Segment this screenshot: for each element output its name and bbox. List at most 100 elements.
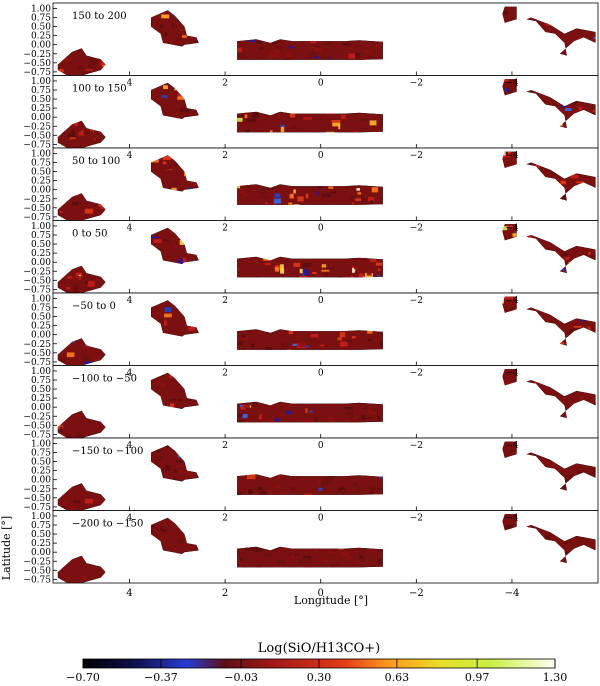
y-tick-label: −0.50 (23, 566, 51, 576)
ratio-pixel (343, 547, 349, 550)
panel-6: −100 to −50 1.000.750.500.250.00−0.25−0.5… (23, 365, 599, 440)
ratio-pixel (353, 481, 358, 487)
ratio-pixel (86, 136, 89, 141)
y-tick-label: 0.25 (31, 177, 51, 187)
ratio-pixel (289, 112, 296, 118)
ratio-pixel (70, 423, 74, 426)
ratio-pixel (253, 340, 256, 345)
ratio-pixel (376, 487, 383, 492)
ratio-pixel (259, 47, 264, 50)
x-tick-label: −4 (505, 296, 519, 306)
ratio-pixel (240, 475, 247, 482)
ratio-pixel (309, 548, 316, 551)
x-tick-label: 4 (127, 79, 133, 89)
y-tick-label: −0.25 (23, 557, 51, 567)
ratio-pixel (159, 396, 165, 403)
ratio-pixel (305, 193, 309, 199)
y-tick-label: −0.75 (23, 430, 51, 440)
ratio-pixel (370, 490, 373, 495)
ratio-pixel (376, 274, 380, 277)
y-tick-label: 1.00 (31, 439, 51, 449)
ratio-pixel (364, 49, 371, 53)
ratio-pixel (370, 200, 373, 205)
ratio-pixel (357, 270, 360, 273)
ratio-pixel (338, 124, 341, 130)
ratio-pixel (352, 336, 356, 339)
ratio-pixel (174, 237, 179, 239)
ratio-pixel (177, 464, 185, 468)
ratio-pixel (278, 492, 283, 497)
ratio-pixel (78, 130, 84, 136)
ratio-pixel (259, 491, 268, 495)
ratio-pixel (70, 506, 75, 510)
ratio-pixel (195, 39, 198, 42)
ratio-pixel (505, 87, 509, 92)
ratio-pixel (279, 124, 285, 127)
ratio-pixel (178, 469, 184, 474)
ratio-pixel (277, 560, 286, 565)
ratio-pixel (509, 306, 515, 312)
ratio-pixel (297, 127, 304, 131)
ratio-pixel (370, 259, 377, 263)
ratio-pixel (161, 14, 170, 19)
y-tick-label: 0.00 (31, 476, 51, 486)
ratio-pixel (240, 335, 248, 341)
ratio-pixel (310, 487, 317, 491)
ratio-pixel (74, 286, 78, 292)
ratio-pixel (264, 262, 271, 266)
ratio-pixel (242, 346, 245, 351)
ratio-pixel (93, 499, 99, 503)
y-tick-label: 0.50 (31, 168, 51, 178)
y-tick-label: −0.25 (23, 195, 51, 205)
ratio-pixel (363, 547, 366, 551)
ratio-pixel (356, 547, 361, 550)
colorbar-tick-label: −0.37 (144, 671, 178, 684)
ratio-pixel (570, 174, 579, 179)
y-tick-label: −0.75 (23, 358, 51, 368)
ratio-pixel (578, 106, 582, 110)
x-tick-label: 4 (127, 514, 133, 524)
ratio-pixel (354, 416, 357, 419)
x-tick-label: −2 (410, 224, 423, 234)
y-tick-label: 0.50 (31, 385, 51, 395)
ratio-pixel (293, 189, 296, 195)
ratio-pixel (261, 195, 268, 198)
panel-label: 0 to 50 (72, 229, 107, 240)
ratio-pixel (288, 330, 293, 335)
ratio-pixel (289, 193, 295, 199)
ratio-pixel (588, 467, 596, 471)
ratio-pixel (565, 257, 570, 260)
ratio-pixel (307, 52, 316, 58)
ratio-pixel (252, 339, 255, 343)
panel-group: 150 to 2001.000.750.500.250.00−0.25−0.50… (23, 2, 599, 599)
ratio-pixel (506, 441, 513, 443)
y-tick-label: 0.50 (31, 23, 51, 33)
panel-label: −150 to −100 (72, 446, 143, 457)
ratio-pixel (328, 55, 331, 59)
ratio-pixel (316, 479, 322, 485)
y-tick-label: 0.00 (31, 113, 51, 123)
ratio-pixel (171, 23, 175, 29)
y-tick-label: 0.50 (31, 95, 51, 105)
ratio-pixel (304, 269, 309, 275)
x-tick-label: −4 (505, 369, 519, 379)
ratio-pixel (259, 414, 263, 420)
ratio-pixel (503, 381, 511, 386)
y-tick-label: 0.25 (31, 104, 51, 114)
ratio-pixel (300, 113, 305, 116)
x-tick-label: −4 (505, 441, 519, 451)
ratio-pixel (510, 449, 514, 452)
ratio-pixel (577, 469, 584, 475)
ratio-pixel (77, 63, 82, 65)
ratio-pixel (280, 126, 285, 133)
ratio-pixel (591, 469, 595, 475)
colorbar-tick-label: 1.30 (543, 671, 568, 684)
y-tick-label: 0.75 (31, 376, 51, 386)
ratio-pixel (67, 133, 76, 139)
ratio-pixel (327, 402, 334, 407)
y-tick-label: 0.50 (31, 458, 51, 468)
y-tick-label: −0.50 (23, 349, 51, 359)
y-tick-label: −0.25 (23, 485, 51, 495)
ratio-pixel (234, 491, 242, 497)
ratio-pixel (284, 343, 293, 346)
